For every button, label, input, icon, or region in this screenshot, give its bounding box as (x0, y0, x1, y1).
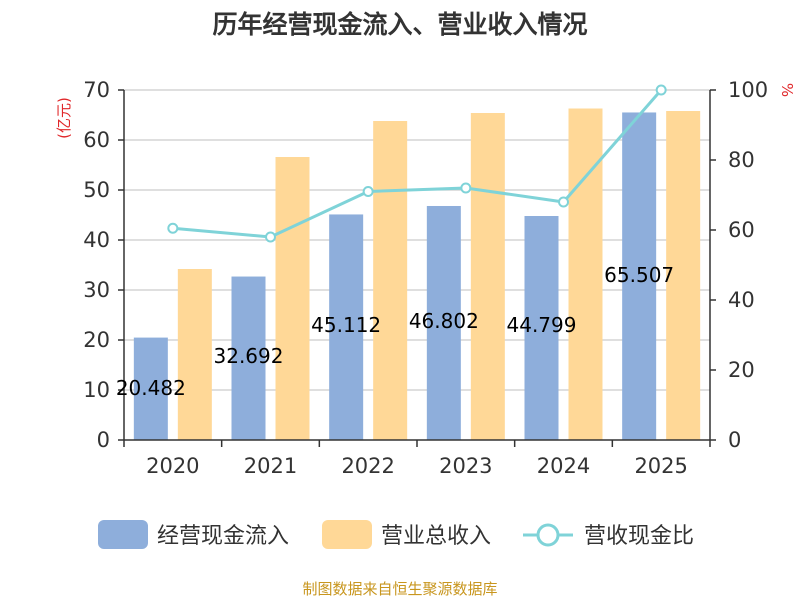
source-note: 制图数据来自恒生聚源数据库 (302, 580, 497, 598)
y-right-tick-label: 60 (728, 218, 755, 242)
y-left-tick-label: 40 (83, 228, 110, 252)
x-tick-label: 2025 (634, 454, 687, 478)
bar-cash-inflow (622, 112, 657, 440)
bar-cash-inflow (329, 214, 364, 440)
ratio-point (167, 222, 179, 234)
legend-swatch-revenue (322, 520, 372, 549)
y-left-tick-label: 60 (83, 128, 110, 152)
bar-revenue (568, 108, 603, 440)
bar-value-label: 45.112 (311, 313, 381, 337)
x-tick-label: 2020 (146, 454, 199, 478)
legend-swatch-ratio-marker (536, 523, 560, 547)
ratio-point (460, 182, 472, 194)
y-axis-left-label: (亿元) (55, 97, 73, 139)
y-right-tick-label: 20 (728, 358, 755, 382)
y-right-tick-label: 40 (728, 288, 755, 312)
ratio-point (655, 84, 667, 96)
bar-value-label: 32.692 (214, 344, 284, 368)
legend-swatch-cash-inflow (98, 520, 148, 549)
bar-value-label: 46.802 (409, 309, 479, 333)
bar-cash-inflow (231, 276, 266, 440)
y-right-tick-label: 0 (728, 428, 741, 452)
bar-value-label: 20.482 (116, 376, 186, 400)
bar-revenue (275, 157, 310, 440)
y-axis-right-label: % (778, 83, 796, 97)
y-right-tick-label: 100 (728, 78, 768, 102)
bar-cash-inflow (133, 337, 168, 440)
y-left-tick-label: 30 (83, 278, 110, 302)
y-left-tick-label: 10 (83, 378, 110, 402)
ratio-line-path (172, 89, 663, 239)
ratio-line (167, 84, 667, 243)
y-left-tick-label: 70 (83, 78, 110, 102)
bar-labels: 20.482 32.692 45.112 46.802 44.799 65.507 (116, 263, 674, 400)
legend: 经营现金流入 营业总收入 营收现金比 (98, 520, 694, 549)
legend-label-ratio: 营收现金比 (584, 524, 694, 549)
bar-revenue (470, 113, 505, 440)
x-tick-label: 2021 (244, 454, 297, 478)
bar-value-label: 44.799 (507, 313, 577, 337)
ratio-point (362, 186, 374, 197)
y-right-tick-label: 80 (728, 148, 755, 172)
bar-revenue (177, 269, 212, 440)
y-left-tick-label: 20 (83, 328, 110, 352)
ratio-point (558, 196, 569, 208)
legend-label-cash-inflow: 经营现金流入 (157, 524, 289, 549)
bar-cash-inflow (426, 205, 461, 440)
x-tick-label: 2024 (537, 454, 590, 478)
axes: 0 10 20 30 40 50 60 70 0 20 40 60 80 100 2020 2021 2022 2… (83, 78, 768, 478)
y-left-tick-label: 0 (97, 428, 110, 452)
chart-title: 历年经营现金流入、营业收入情况 (212, 10, 587, 39)
bar-cash-inflow (524, 216, 559, 440)
x-tick-label: 2022 (341, 454, 394, 478)
bar-value-label: 65.507 (604, 263, 674, 287)
ratio-point (265, 231, 276, 243)
legend-label-revenue: 营业总收入 (381, 524, 491, 549)
x-tick-label: 2023 (439, 454, 492, 478)
y-left-tick-label: 50 (83, 178, 110, 202)
bar-revenue (666, 111, 701, 440)
bars (133, 108, 701, 440)
bar-revenue (373, 121, 408, 440)
